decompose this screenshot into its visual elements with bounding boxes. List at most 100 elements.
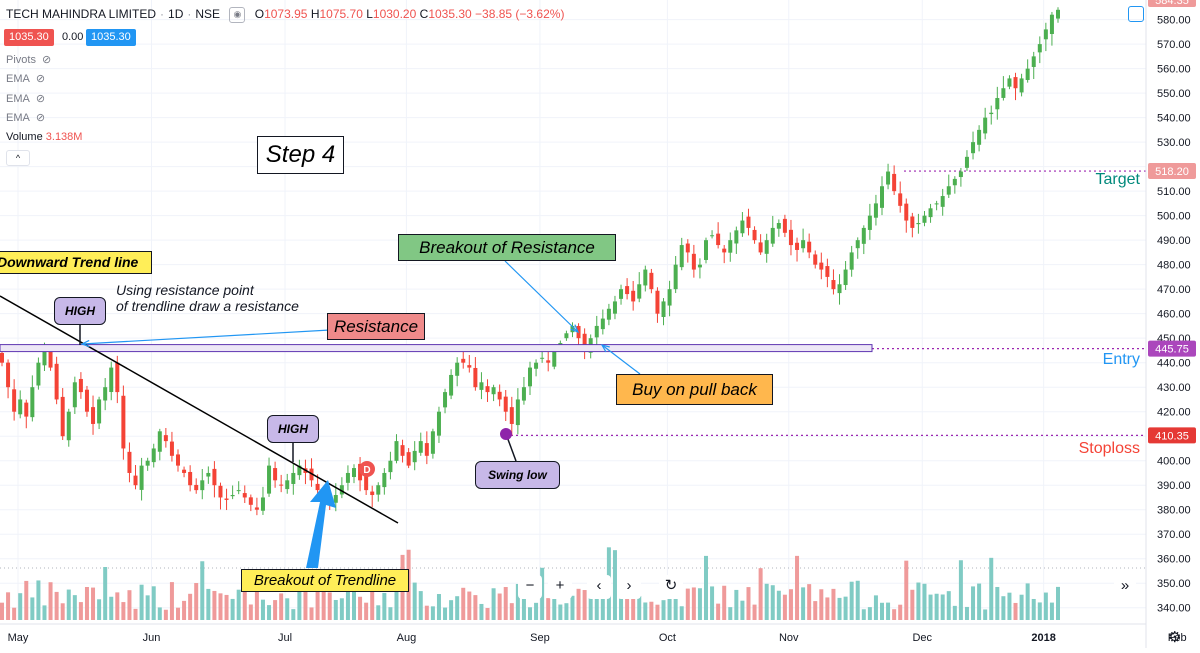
candle-body	[873, 203, 878, 218]
volume-bar	[594, 583, 599, 620]
volume-bar	[18, 593, 23, 620]
volume-bar	[904, 560, 909, 620]
scroll-to-realtime-button[interactable]: »	[1114, 575, 1136, 599]
time-tick-label: Jul	[278, 632, 292, 644]
candle-body	[594, 325, 599, 338]
volume-bar	[612, 550, 617, 620]
high-callout-2: HIGH	[267, 415, 319, 443]
stoploss-price-tag	[1148, 427, 1196, 444]
volume-bar	[121, 602, 126, 620]
volume-bar	[540, 567, 545, 620]
candle-body	[267, 465, 272, 494]
indicator-ema-1[interactable]: EMA ⊘	[6, 73, 46, 85]
candle-body	[910, 216, 915, 228]
volume-bar	[54, 591, 59, 620]
candle-body	[66, 411, 71, 441]
candle-body	[746, 216, 751, 228]
time-tick-label: 2018	[1031, 632, 1055, 644]
candle-body	[151, 448, 156, 463]
volume-bar	[176, 607, 180, 620]
price-tick-label: 470.00	[1157, 284, 1191, 296]
volume-bar	[722, 585, 727, 620]
volume-bar	[339, 598, 344, 620]
indicator-pivots[interactable]: Pivots ⊘	[6, 54, 52, 66]
volume-bar	[418, 591, 423, 620]
volume-bar	[716, 603, 721, 620]
candle-body	[940, 196, 945, 207]
volume-bar	[0, 602, 4, 620]
candle-body	[133, 475, 138, 486]
dividend-marker-label: D	[363, 465, 370, 476]
volume-bar	[570, 595, 575, 620]
sell-button[interactable]: 1035.30	[4, 29, 54, 46]
indicator-ema-3[interactable]: EMA ⊘	[6, 112, 46, 124]
candle-body	[97, 399, 102, 424]
volume-bar	[977, 583, 982, 620]
volume-bar	[182, 600, 187, 620]
candle-body	[752, 229, 757, 241]
candle-body	[740, 220, 745, 234]
volume-bar	[503, 587, 508, 620]
settings-gear-icon[interactable]: ⚙	[1168, 629, 1182, 646]
resistance-arrow-head	[80, 339, 90, 348]
candle-body	[200, 480, 205, 491]
volume-bar	[449, 600, 454, 620]
volume-bar	[995, 586, 1000, 620]
volume-bar	[321, 582, 326, 620]
indicator-volume[interactable]: Volume 3.138M	[6, 131, 83, 143]
volume-bar	[1025, 583, 1030, 620]
volume-bar	[133, 608, 138, 620]
reset-chart-button[interactable]: ↻	[659, 575, 683, 599]
zoom-out-button[interactable]: −	[518, 575, 542, 599]
candle-body	[849, 252, 854, 270]
symbol-legend[interactable]: TECH MAHINDRA LIMITED · 1D · NSE ◉ O1073.95 …	[6, 7, 565, 23]
volume-bar	[491, 588, 496, 620]
volume-bar	[631, 592, 636, 620]
collapse-legend-button[interactable]: ^	[6, 150, 30, 166]
volume-bar	[42, 605, 47, 620]
volume-bar	[48, 582, 53, 620]
candle-body	[279, 484, 284, 486]
candle-body	[995, 98, 1000, 110]
volume-bar	[103, 566, 108, 620]
candle-body	[339, 485, 344, 495]
indicator-ema-2[interactable]: EMA ⊘	[6, 93, 46, 105]
volume-bar	[964, 606, 969, 620]
zoom-in-button[interactable]: +	[548, 575, 572, 599]
note-line-1: Using resistance point	[116, 282, 254, 298]
volume-bar	[649, 601, 654, 620]
hide-eye-icon[interactable]: ◉	[229, 7, 246, 23]
resistance-label: Resistance	[327, 313, 425, 340]
price-tick-label: 510.00	[1157, 186, 1191, 198]
volume-bar	[376, 605, 381, 620]
scroll-right-button[interactable]: ›	[617, 575, 641, 599]
volume-bar	[1056, 586, 1060, 620]
candle-body	[418, 441, 423, 453]
high-callout-1: HIGH	[54, 297, 106, 325]
volume-bar	[352, 582, 356, 620]
volume-bar	[248, 604, 253, 620]
candle-body	[977, 129, 982, 145]
volume-bar	[989, 557, 994, 620]
candle-body	[91, 407, 96, 424]
eye-off-icon: ⊘	[35, 112, 46, 124]
candle-body	[831, 280, 836, 290]
candle-body	[776, 223, 781, 229]
candle-body	[655, 290, 660, 314]
price-tick-label: 340.00	[1157, 603, 1191, 615]
volume-bar	[813, 601, 818, 620]
buy-button[interactable]: 1035.30	[86, 29, 136, 46]
candle-body	[115, 362, 120, 393]
volume-bar	[273, 600, 278, 620]
candle-body	[127, 451, 132, 473]
calendar-icon[interactable]	[1128, 6, 1144, 22]
scroll-left-button[interactable]: ‹	[587, 575, 611, 599]
candle-body	[436, 411, 441, 436]
candle-body	[855, 240, 860, 249]
candle-body	[528, 367, 532, 387]
volume-bar	[424, 605, 429, 620]
volume-bar	[236, 589, 241, 620]
candle-body	[631, 290, 636, 302]
